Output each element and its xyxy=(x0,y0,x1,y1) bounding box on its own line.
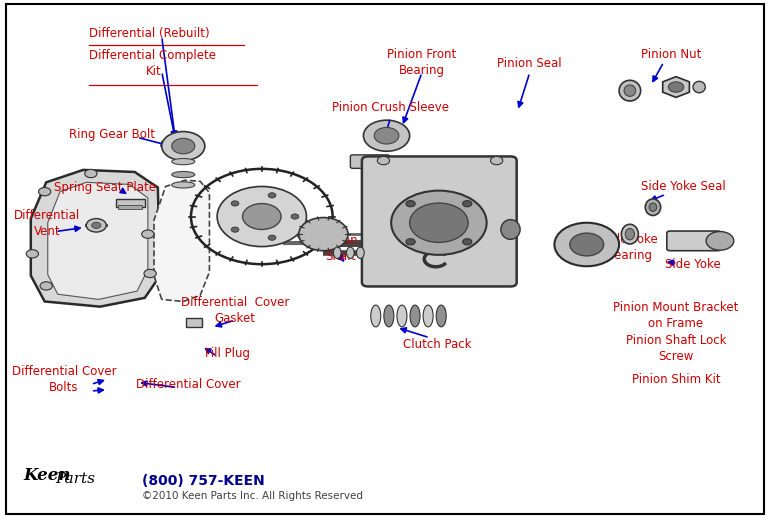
Ellipse shape xyxy=(397,305,407,327)
Polygon shape xyxy=(154,180,209,301)
Text: Fill Plug: Fill Plug xyxy=(205,347,249,360)
Text: Pinion Shim Kit: Pinion Shim Kit xyxy=(631,372,721,386)
Text: Pinion Front
Bearing: Pinion Front Bearing xyxy=(387,48,457,77)
Text: Ring Gear Bolt: Ring Gear Bolt xyxy=(69,128,156,141)
Circle shape xyxy=(142,230,154,238)
Ellipse shape xyxy=(424,305,434,327)
Ellipse shape xyxy=(624,85,636,96)
Circle shape xyxy=(231,227,239,232)
Ellipse shape xyxy=(625,228,634,240)
Text: Keen: Keen xyxy=(23,467,71,484)
Circle shape xyxy=(231,201,239,206)
Ellipse shape xyxy=(172,159,195,165)
Ellipse shape xyxy=(693,81,705,93)
Text: Pinion Crush Sleeve: Pinion Crush Sleeve xyxy=(332,101,449,114)
Circle shape xyxy=(554,223,619,266)
Ellipse shape xyxy=(333,247,341,258)
Circle shape xyxy=(268,235,276,240)
Text: Differential
Vent: Differential Vent xyxy=(14,209,80,238)
Ellipse shape xyxy=(297,229,303,239)
FancyBboxPatch shape xyxy=(362,156,517,286)
Circle shape xyxy=(377,156,390,165)
Ellipse shape xyxy=(645,199,661,215)
Circle shape xyxy=(144,269,156,278)
Circle shape xyxy=(26,250,38,258)
Text: Side Yoke
Snap Ring: Side Yoke Snap Ring xyxy=(383,237,444,266)
Circle shape xyxy=(92,222,101,228)
Circle shape xyxy=(406,239,415,245)
Bar xyxy=(186,318,202,327)
Circle shape xyxy=(162,132,205,161)
Circle shape xyxy=(490,156,503,165)
Ellipse shape xyxy=(357,247,364,258)
Circle shape xyxy=(463,200,472,207)
Circle shape xyxy=(291,214,299,219)
Text: Side Yoke: Side Yoke xyxy=(665,257,721,271)
Circle shape xyxy=(299,218,348,251)
Circle shape xyxy=(668,82,684,92)
Bar xyxy=(116,199,145,207)
Text: Clutch Pack: Clutch Pack xyxy=(403,338,471,351)
Ellipse shape xyxy=(621,224,638,244)
FancyBboxPatch shape xyxy=(667,231,721,251)
Circle shape xyxy=(706,232,734,250)
Text: Pinion Shaft Lock
Screw: Pinion Shaft Lock Screw xyxy=(626,334,726,363)
Text: Side Yoke Seal: Side Yoke Seal xyxy=(641,180,726,193)
Circle shape xyxy=(172,138,195,154)
Text: Differential Complete 
Kit: Differential Complete Kit xyxy=(89,49,219,78)
Ellipse shape xyxy=(325,229,331,239)
Polygon shape xyxy=(48,182,148,299)
Ellipse shape xyxy=(619,80,641,101)
Text: ©2010 Keen Parts Inc. All Rights Reserved: ©2010 Keen Parts Inc. All Rights Reserve… xyxy=(142,491,363,501)
Circle shape xyxy=(85,169,97,178)
Circle shape xyxy=(374,127,399,144)
Polygon shape xyxy=(663,77,689,97)
Ellipse shape xyxy=(436,305,447,327)
Ellipse shape xyxy=(649,203,657,211)
Bar xyxy=(118,205,142,209)
Text: Differential Cover
Bolts: Differential Cover Bolts xyxy=(12,365,116,394)
Circle shape xyxy=(40,282,52,290)
Text: Differential (Rebuilt): Differential (Rebuilt) xyxy=(89,27,209,40)
Circle shape xyxy=(363,120,410,151)
Text: Pinion Seal: Pinion Seal xyxy=(497,57,562,70)
Text: Side Yoke
Bearing: Side Yoke Bearing xyxy=(602,233,658,262)
Ellipse shape xyxy=(172,171,195,178)
Circle shape xyxy=(570,233,604,256)
Polygon shape xyxy=(31,170,160,307)
Circle shape xyxy=(463,239,472,245)
Ellipse shape xyxy=(501,220,521,239)
Circle shape xyxy=(243,204,281,229)
Ellipse shape xyxy=(346,247,354,258)
Text: Differential  Cover
Gasket: Differential Cover Gasket xyxy=(181,296,289,325)
FancyBboxPatch shape xyxy=(350,155,390,168)
Circle shape xyxy=(86,219,106,232)
Circle shape xyxy=(217,186,306,247)
Text: Differential Cover: Differential Cover xyxy=(136,378,241,391)
Ellipse shape xyxy=(172,182,195,188)
Circle shape xyxy=(38,188,51,196)
Ellipse shape xyxy=(384,305,394,327)
Circle shape xyxy=(391,191,487,255)
Circle shape xyxy=(410,203,468,242)
Text: (800) 757-KEEN: (800) 757-KEEN xyxy=(142,473,265,488)
Ellipse shape xyxy=(311,229,317,239)
Text: Pinion Nut: Pinion Nut xyxy=(641,48,701,61)
Circle shape xyxy=(268,193,276,198)
Circle shape xyxy=(406,200,415,207)
Ellipse shape xyxy=(371,305,380,327)
Text: Pinion
Shaft: Pinion Shaft xyxy=(323,234,359,263)
Ellipse shape xyxy=(410,305,420,327)
Text: Parts: Parts xyxy=(55,472,95,486)
Text: Pinion Mount Bracket
on Frame: Pinion Mount Bracket on Frame xyxy=(614,301,738,330)
Text: Spring Seat Plate: Spring Seat Plate xyxy=(54,181,156,194)
